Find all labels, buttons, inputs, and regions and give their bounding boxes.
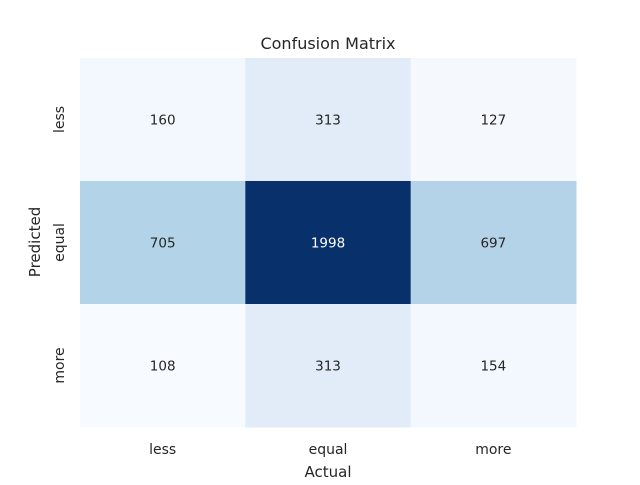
x-axis-label: Actual bbox=[305, 463, 352, 480]
heatmap-cell-less-less bbox=[80, 58, 246, 182]
x-tick-label: equal bbox=[309, 442, 348, 458]
heatmap-cell-less-equal bbox=[245, 58, 412, 182]
x-tick-labels: less equal more bbox=[149, 442, 511, 458]
y-tick-label: less bbox=[52, 106, 68, 133]
chart-title: Confusion Matrix bbox=[260, 34, 395, 53]
y-axis-label: Predicted bbox=[26, 207, 44, 277]
heatmap-cell-more-more bbox=[410, 304, 577, 428]
cell-value-label: 108 bbox=[150, 359, 176, 375]
cell-value-labels: 160 313 127 705 1998 697 108 313 154 bbox=[150, 113, 506, 375]
cell-value-label: 313 bbox=[315, 359, 341, 375]
heatmap-cell-less-more bbox=[410, 58, 577, 182]
cell-value-label: 1998 bbox=[311, 236, 345, 252]
y-tick-labels: less equal more bbox=[52, 106, 68, 384]
x-tick-label: less bbox=[149, 442, 176, 458]
y-tick-label: equal bbox=[52, 223, 68, 262]
y-tick-label: more bbox=[52, 347, 68, 383]
heatmap-cells bbox=[80, 58, 577, 428]
heatmap-cell-more-equal bbox=[245, 304, 412, 428]
cell-value-label: 313 bbox=[315, 113, 341, 129]
heatmap-cell-equal-more bbox=[410, 181, 577, 305]
cell-value-label: 697 bbox=[480, 236, 506, 252]
heatmap-cell-equal-less bbox=[80, 181, 246, 305]
x-tick-label: more bbox=[475, 442, 511, 458]
heatmap-cell-equal-equal bbox=[245, 181, 412, 305]
cell-value-label: 160 bbox=[150, 113, 176, 129]
heatmap-cell-more-less bbox=[80, 304, 246, 428]
cell-value-label: 154 bbox=[480, 359, 506, 375]
cell-value-label: 705 bbox=[150, 236, 176, 252]
cell-value-label: 127 bbox=[480, 113, 506, 129]
